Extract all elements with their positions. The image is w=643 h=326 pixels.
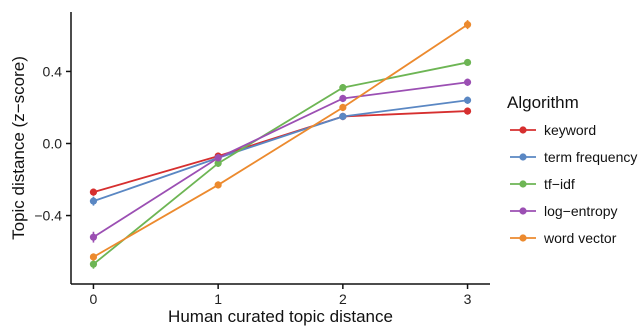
series-tf-idf [89, 58, 472, 269]
legend-label: term frequency [544, 149, 637, 165]
series-line [92, 23, 469, 258]
data-point [214, 159, 222, 167]
legend-title: Algorithm [507, 93, 579, 112]
series-line [93, 110, 468, 193]
x-tick-label: 2 [339, 291, 347, 307]
x-tick-label: 1 [214, 291, 222, 307]
series-word-vector [89, 20, 472, 261]
data-point [339, 84, 347, 92]
legend-item: word vector [510, 230, 617, 246]
legend-swatch-point [519, 180, 527, 188]
data-point [339, 112, 347, 121]
y-tick-label: 0.0 [43, 135, 63, 151]
series-line [92, 61, 468, 265]
x-tick-label: 3 [464, 291, 472, 307]
data-point [463, 21, 472, 29]
legend-swatch-point [519, 234, 527, 242]
axes [70, 12, 490, 285]
x-tick-label: 0 [90, 291, 98, 307]
legend-swatch-point [519, 207, 527, 215]
x-axis-title: Human curated topic distance [168, 307, 393, 326]
data-point [463, 58, 472, 67]
legend-swatch-point [519, 126, 527, 134]
x-ticks: 0 1 2 3 [90, 284, 472, 307]
series-layer [89, 20, 472, 269]
data-point [89, 260, 98, 268]
data-point [339, 94, 347, 103]
data-point [463, 96, 472, 104]
legend-item: tf−idf [510, 176, 575, 192]
legend-label: keyword [544, 122, 596, 138]
data-point [89, 233, 98, 241]
y-tick-label: −0.4 [34, 208, 62, 224]
data-point [89, 253, 98, 261]
y-tick-label: 0.4 [43, 63, 63, 79]
data-point [463, 107, 472, 115]
data-point [339, 103, 347, 112]
y-ticks: −0.4 0.0 0.4 [34, 63, 71, 224]
data-point [89, 188, 98, 196]
data-point [214, 181, 222, 189]
legend-swatch-point [519, 153, 527, 161]
data-point [214, 154, 222, 162]
legend-label: tf−idf [544, 176, 575, 192]
legend-items: keyword term frequency tf−idf log−entropy wo… [510, 122, 637, 246]
legend-item: term frequency [510, 149, 637, 165]
series-line [93, 99, 468, 202]
legend-item: keyword [510, 122, 596, 138]
series-log-entropy [89, 78, 472, 243]
legend: Algorithm keyword term frequency tf−idf log… [507, 93, 637, 246]
legend-label: word vector [543, 230, 617, 246]
legend-item: log−entropy [510, 203, 618, 219]
legend-label: log−entropy [544, 203, 618, 219]
series-line [92, 81, 468, 238]
data-point [463, 78, 472, 86]
data-point [89, 197, 98, 205]
y-axis-title: Topic distance (z−score) [9, 56, 28, 240]
